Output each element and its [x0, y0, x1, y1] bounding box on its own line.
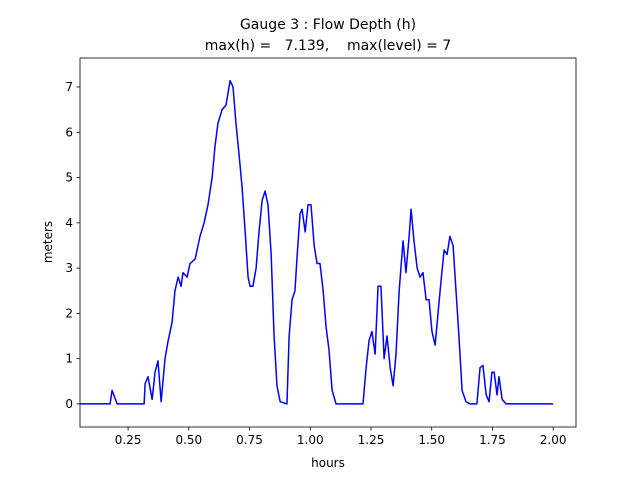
x-tick-label: 1.75 — [479, 433, 506, 447]
x-tick-label: 2.00 — [540, 433, 567, 447]
y-axis-label: meters — [41, 221, 55, 263]
y-tick-label: 5 — [65, 171, 73, 185]
x-axis-label: hours — [311, 456, 345, 470]
y-tick-label: 6 — [65, 125, 73, 139]
chart-subtitle: max(h) = 7.139, max(level) = 7 — [205, 38, 451, 54]
y-tick-label: 0 — [65, 397, 73, 411]
line-series — [80, 79, 554, 405]
plot-area — [80, 79, 554, 405]
x-tick-label: 1.25 — [358, 433, 385, 447]
x-tick-label: 0.25 — [115, 433, 142, 447]
x-tick-label: 0.50 — [175, 433, 202, 447]
y-tick-label: 7 — [65, 80, 73, 94]
y-tick-label: 3 — [65, 261, 73, 275]
x-tick-label: 1.00 — [297, 433, 324, 447]
chart-title: Gauge 3 : Flow Depth (h) — [240, 17, 416, 33]
y-tick-label: 4 — [65, 216, 73, 230]
x-tick-label: 1.50 — [418, 433, 445, 447]
y-tick-label: 1 — [65, 352, 73, 366]
x-tick-label: 0.75 — [236, 433, 263, 447]
axes-frame — [79, 57, 577, 428]
y-tick-label: 2 — [65, 306, 73, 320]
